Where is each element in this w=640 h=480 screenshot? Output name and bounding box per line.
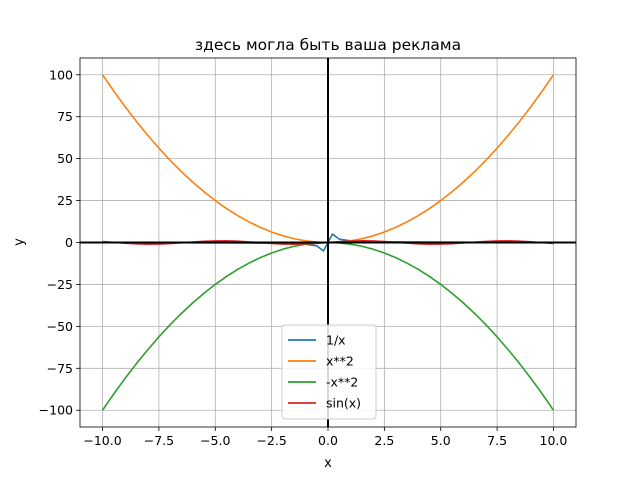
legend-label: 1/x	[326, 333, 346, 348]
chart-title: здесь могла быть ваша реклама	[195, 36, 461, 54]
x-tick-label: 7.5	[487, 433, 507, 448]
y-tick-label: 100	[49, 67, 73, 82]
y-tick-label: 75	[57, 109, 73, 124]
y-tick-label: 25	[57, 193, 73, 208]
x-axis-title: x	[324, 456, 332, 471]
legend-label: -x**2	[326, 375, 358, 390]
legend-label: sin(x)	[326, 396, 361, 411]
legend-label: x**2	[326, 354, 354, 369]
x-tick-label: −10.0	[83, 433, 121, 448]
axes-frame	[79, 57, 577, 428]
y-tick-label: −25	[47, 277, 73, 292]
y-axis-title: y	[12, 238, 27, 246]
x-tick-label: 5.0	[431, 433, 451, 448]
x-tick-label: −5.0	[200, 433, 230, 448]
y-tick-label: −50	[47, 319, 73, 334]
y-tick-label: −75	[47, 361, 73, 376]
y-tick-label: −100	[39, 403, 73, 418]
x-tick-label: −7.5	[144, 433, 174, 448]
x-tick-label: 2.5	[374, 433, 394, 448]
x-tick-label: −2.5	[256, 433, 286, 448]
legend: 1/x x**2 -x**2 sin(x)	[281, 324, 377, 420]
y-tick-label: 50	[57, 151, 73, 166]
y-tick-label: 0	[65, 235, 73, 250]
legend-box	[281, 324, 377, 420]
x-tick-label: 10.0	[540, 433, 568, 448]
x-tick-label: 0.0	[318, 433, 338, 448]
